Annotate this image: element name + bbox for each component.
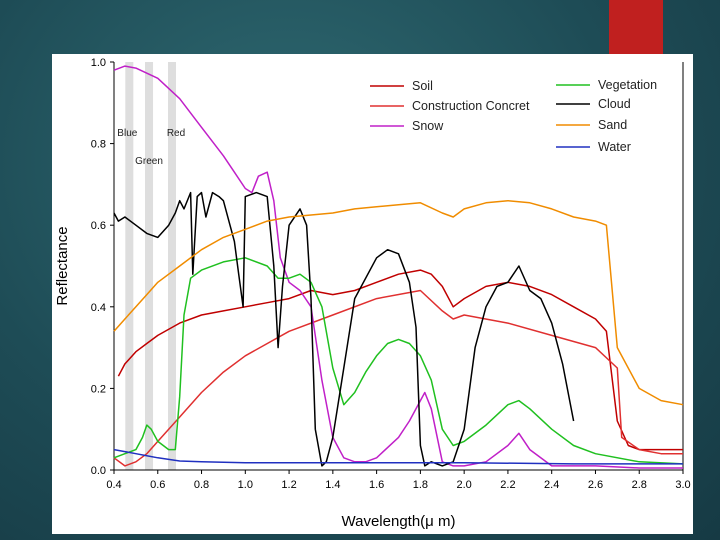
band-label-green: Green (135, 156, 163, 167)
y-tick-label: 1.0 (91, 57, 106, 69)
x-tick-label: 2.6 (588, 479, 603, 491)
x-tick-label: 3.0 (675, 479, 690, 491)
x-tick-label: 0.4 (106, 479, 121, 491)
series-line-sand (113, 199, 684, 406)
x-tick-label: 1.2 (281, 479, 296, 491)
series-line-snow (113, 65, 683, 469)
band-label-blue: Blue (117, 128, 137, 139)
x-tick-label: 0.8 (194, 479, 209, 491)
x-tick-label: 1.8 (413, 479, 428, 491)
band-label-red: Red (167, 128, 185, 139)
legend-label-cloud: Cloud (598, 97, 631, 111)
y-axis-title: Reflectance (54, 226, 71, 305)
series-line-cloud (113, 191, 575, 467)
x-tick-label: 1.0 (238, 479, 253, 491)
legend-label-sand: Sand (598, 118, 627, 132)
reflectance-chart: 0.4 0.6 0.8 1.0 1.2 1.4 1.6 1.8 2.0 2.2 2.4 2.6 2.8 3… (54, 57, 691, 530)
series-line-vegetation (113, 257, 684, 465)
y-tick-label: 0.4 (91, 302, 106, 314)
x-tick-label: 2.8 (632, 479, 647, 491)
legend-label-construction-concret: Construction Concret (412, 99, 530, 113)
band-red-column (167, 62, 176, 470)
x-tick-label: 2.0 (457, 479, 472, 491)
series-line-soil (117, 269, 683, 451)
series-line-construction-concret (113, 289, 683, 467)
band-blue-column (125, 62, 134, 470)
series-line-water (113, 448, 683, 465)
x-axis-title: Wavelength(μ m) (342, 513, 456, 530)
legend-label-soil: Soil (412, 79, 433, 93)
slide-accent-bar (609, 0, 663, 58)
chart-panel: 0.4 0.6 0.8 1.0 1.2 1.4 1.6 1.8 2.0 2.2 2.4 2.6 2.8 3… (52, 54, 693, 534)
x-tick-label: 1.4 (325, 479, 340, 491)
band-green-column (145, 62, 154, 470)
y-tick-label: 0.0 (91, 465, 106, 477)
legend-label-vegetation: Vegetation (598, 78, 657, 92)
y-tick-label: 0.2 (91, 383, 106, 395)
x-tick-label: 2.4 (544, 479, 559, 491)
x-tick-label: 1.6 (369, 479, 384, 491)
x-tick-label: 0.6 (150, 479, 165, 491)
legend-label-snow: Snow (412, 119, 444, 133)
y-tick-label: 0.6 (91, 220, 106, 232)
y-tick-label: 0.8 (91, 139, 106, 151)
legend-label-water: Water (598, 140, 631, 154)
x-tick-label: 2.2 (500, 479, 515, 491)
